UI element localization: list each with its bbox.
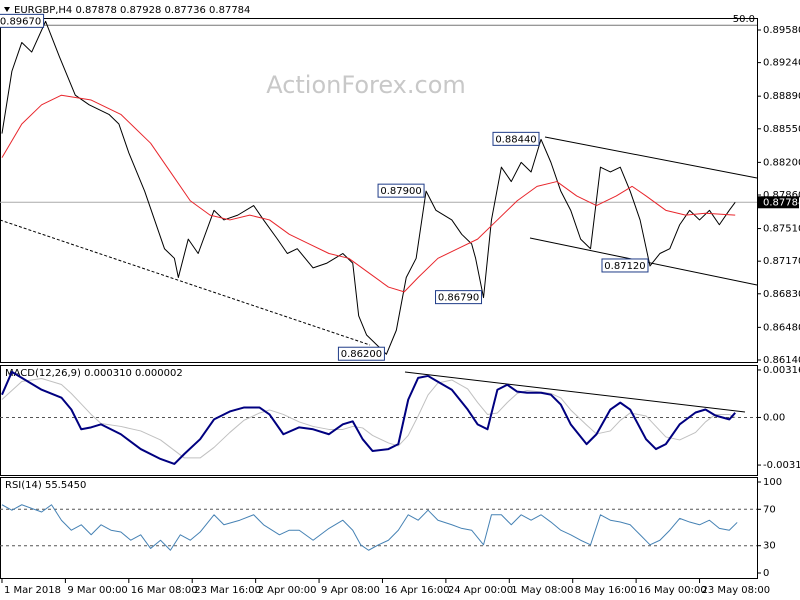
annotation-label: 0.86200: [341, 349, 382, 360]
series-line: [1, 20, 736, 355]
annotation-box: [0, 13, 45, 28]
y-tick-label: 0.00: [763, 412, 785, 423]
x-tick-label: 1 Mar 2018: [4, 585, 61, 596]
x-tick-label: 9 Apr 08:00: [321, 585, 380, 596]
y-tick-label: 100: [763, 477, 782, 488]
rsi-pane: [0, 477, 758, 579]
x-tick-label: 16 Apr 16:00: [384, 585, 449, 596]
annotation-label: 0.87120: [604, 261, 645, 272]
trendline: [0, 219, 371, 346]
series-line: [1, 370, 736, 465]
annotation-label: 0.88440: [495, 134, 536, 145]
series-line: [1, 94, 736, 293]
channel-upper: [544, 136, 758, 179]
x-tick-label: 9 Mar 00:00: [67, 585, 127, 596]
x-tick-label: 1 May 08:00: [511, 585, 573, 596]
macd-pane: [0, 365, 758, 476]
annotation-box: [377, 183, 425, 198]
annotation-box: [492, 131, 540, 146]
y-tick-label: 0.86140: [763, 355, 800, 366]
x-tick-label: 24 Apr 00:00: [448, 585, 513, 596]
menu-arrow[interactable]: [4, 7, 10, 12]
annotation-label: 0.89670: [0, 16, 41, 27]
y-tick-label: 30: [763, 541, 776, 552]
annotation-box: [337, 346, 385, 361]
watermark: ActionForex.com: [266, 71, 466, 99]
x-tick-label: 2 Apr 00:00: [258, 585, 317, 596]
y-tick-label: 0.003169: [763, 365, 800, 376]
reference-label: 50.0: [733, 14, 755, 25]
macd-trendline: [404, 371, 746, 413]
annotation-label: 0.87900: [380, 186, 421, 197]
x-tick-label: 16 Mar 08:00: [131, 585, 198, 596]
series-line: [1, 504, 738, 551]
last-price-box: [757, 196, 799, 209]
y-tick-label: -0.003177: [763, 460, 800, 471]
x-tick-label: 23 May 08:00: [702, 585, 771, 596]
x-tick-label: 16 May 00:00: [638, 585, 707, 596]
chart-title: EURGBP,H4 0.87878 0.87928 0.87736 0.8778…: [14, 5, 250, 16]
macd-title: MACD(12,26,9) 0.000310 0.000002: [5, 368, 183, 379]
annotation-label: 0.86790: [438, 293, 479, 304]
price-pane: [0, 18, 758, 363]
rsi-title: RSI(14) 55.5450: [5, 480, 86, 491]
y-tick-label: 0: [763, 568, 769, 579]
x-tick-label: 23 Mar 16:00: [194, 585, 261, 596]
annotation-box: [601, 258, 649, 273]
y-tick-label: 70: [763, 504, 776, 515]
series-line: [1, 377, 736, 459]
last-price-label: 0.87784: [763, 197, 800, 208]
annotation-box: [435, 290, 483, 305]
x-tick-label: 8 May 16:00: [575, 585, 637, 596]
